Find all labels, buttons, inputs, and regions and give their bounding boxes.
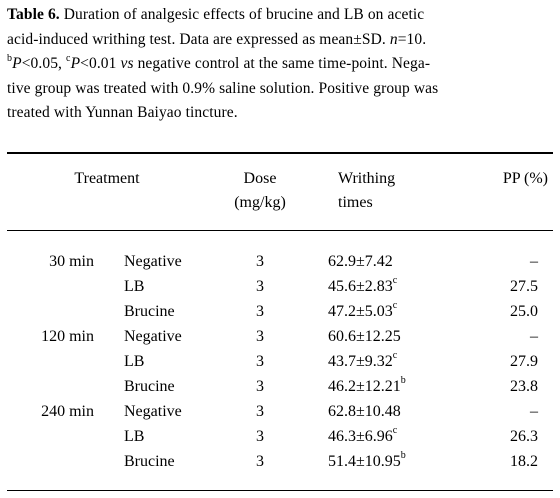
- cell-pp: –: [530, 403, 538, 420]
- cell-pp: 27.5: [510, 278, 538, 295]
- cell-treatment: Negative: [124, 328, 182, 345]
- cell-treatment: LB: [124, 278, 145, 295]
- header-writhing: Writhing times: [338, 170, 396, 211]
- cell-treatment: Negative: [124, 253, 182, 270]
- cell-dose: 3: [256, 453, 264, 470]
- caption-line-2: acid-induced writhing test. Data are exp…: [7, 30, 427, 48]
- cell-writhing: 60.6±12.25: [328, 328, 401, 345]
- cell-writhing: 46.2±12.21b: [328, 374, 406, 395]
- cell-writhing: 51.4±10.95b: [328, 449, 406, 470]
- cell-writhing: 46.3±6.96c: [328, 424, 398, 445]
- significance-marker: c: [392, 274, 398, 286]
- significance-marker: b: [400, 449, 406, 461]
- cell-time: 30 min: [49, 253, 94, 270]
- cell-pp: 23.8: [510, 378, 538, 395]
- table-caption: Table 6. Duration of analgesic effects o…: [7, 3, 555, 126]
- header-treatment: Treatment: [74, 170, 140, 187]
- caption-line-3: bP<0.05, cP<0.01 vs negative control at …: [7, 52, 431, 72]
- significance-marker: c: [392, 424, 398, 436]
- cell-writhing: 45.6±2.83c: [328, 274, 398, 295]
- significance-marker: b: [400, 374, 406, 386]
- caption-line-1: Table 6. Duration of analgesic effects o…: [7, 6, 425, 23]
- table-label: Table 6.: [7, 6, 60, 23]
- table-bottom-rule: [7, 490, 553, 491]
- cell-writhing: 62.9±7.42: [328, 253, 393, 270]
- cell-pp: 27.9: [510, 353, 538, 370]
- significance-marker: c: [392, 349, 398, 361]
- cell-dose: 3: [256, 378, 264, 395]
- cell-time: 120 min: [41, 328, 94, 345]
- cell-writhing: 62.8±10.48: [328, 403, 401, 420]
- cell-pp: 26.3: [510, 428, 538, 445]
- cell-dose: 3: [256, 328, 264, 345]
- cell-dose: 3: [256, 353, 264, 370]
- table-header-rule: [7, 230, 553, 231]
- cell-dose: 3: [256, 253, 264, 270]
- caption-line-5: treated with Yunnan Baiyao tincture.: [7, 104, 238, 121]
- table-top-rule: [7, 152, 553, 154]
- cell-pp: 25.0: [510, 303, 538, 320]
- header-dose: Dose (mg/kg): [234, 170, 286, 211]
- cell-pp: –: [530, 253, 538, 270]
- cell-treatment: Negative: [124, 403, 182, 420]
- header-pp: PP (%): [502, 170, 548, 187]
- cell-writhing: 47.2±5.03c: [328, 299, 398, 320]
- cell-writhing: 43.7±9.32c: [328, 349, 398, 370]
- cell-dose: 3: [256, 428, 264, 445]
- cell-treatment: Brucine: [124, 303, 175, 320]
- cell-pp: –: [530, 328, 538, 345]
- cell-treatment: Brucine: [124, 378, 175, 395]
- significance-marker: c: [392, 299, 398, 311]
- cell-treatment: LB: [124, 428, 145, 445]
- cell-time: 240 min: [41, 403, 94, 420]
- cell-dose: 3: [256, 278, 264, 295]
- cell-dose: 3: [256, 303, 264, 320]
- caption-line-4: tive group was treated with 0.9% saline …: [7, 79, 439, 97]
- cell-dose: 3: [256, 403, 264, 420]
- cell-treatment: Brucine: [124, 453, 175, 470]
- cell-pp: 18.2: [510, 453, 538, 470]
- cell-treatment: LB: [124, 353, 145, 370]
